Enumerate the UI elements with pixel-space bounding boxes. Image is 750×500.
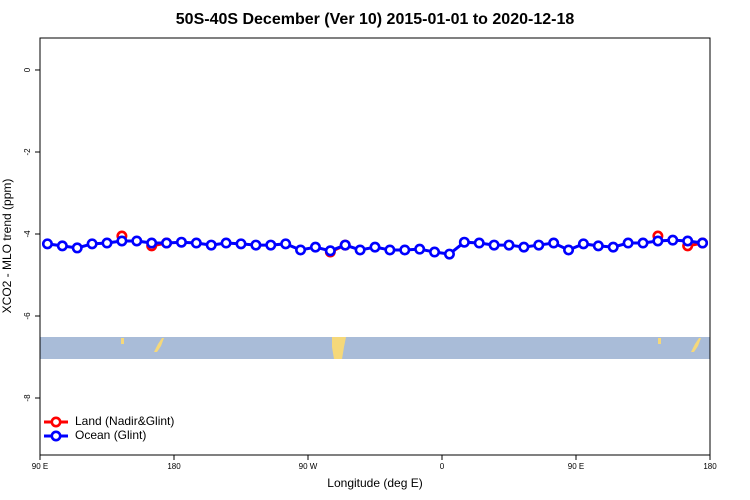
point xyxy=(86,238,98,250)
point xyxy=(622,237,634,249)
point xyxy=(56,240,68,252)
point xyxy=(369,241,381,253)
point xyxy=(161,237,173,249)
point xyxy=(473,237,485,249)
y-tick-label: -4 xyxy=(23,230,32,238)
point xyxy=(295,244,307,256)
y-tick-label: -6 xyxy=(23,312,32,320)
point xyxy=(399,244,411,256)
ocean-strip xyxy=(40,337,710,359)
point xyxy=(443,248,455,260)
point xyxy=(175,236,187,248)
y-axis-label: XCO2 - MLO trend (ppm) xyxy=(0,179,14,314)
point xyxy=(607,241,619,253)
point xyxy=(682,235,694,247)
point xyxy=(205,239,217,251)
point xyxy=(71,242,83,254)
point xyxy=(563,244,575,256)
point xyxy=(146,237,158,249)
legend-marker xyxy=(50,430,62,442)
point xyxy=(414,243,426,255)
x-tick-label: 0 xyxy=(440,462,445,471)
map-strip xyxy=(40,337,710,359)
point xyxy=(190,237,202,249)
legend-marker xyxy=(50,416,62,428)
point xyxy=(697,237,709,249)
y-tick-label: -2 xyxy=(23,148,32,156)
point xyxy=(533,239,545,251)
point xyxy=(250,239,262,251)
point xyxy=(131,235,143,247)
point xyxy=(220,237,232,249)
x-tick-label: 180 xyxy=(703,462,717,471)
plot-frame xyxy=(39,37,711,456)
point xyxy=(265,239,277,251)
point xyxy=(339,239,351,251)
point xyxy=(101,237,113,249)
point xyxy=(235,238,247,250)
point xyxy=(429,246,441,258)
x-axis-label: Longitude (deg E) xyxy=(327,476,422,490)
legend-label: Land (Nadir&Glint) xyxy=(75,414,174,428)
point xyxy=(41,238,53,250)
point xyxy=(309,241,321,253)
x-tick-label: 90 E xyxy=(568,462,584,471)
point xyxy=(637,237,649,249)
point xyxy=(652,235,664,247)
point xyxy=(354,244,366,256)
x-tick-label: 180 xyxy=(167,462,181,471)
point xyxy=(592,240,604,252)
x-tick-label: 90 W xyxy=(299,462,318,471)
point xyxy=(458,236,470,248)
point xyxy=(518,241,530,253)
legend-label: Ocean (Glint) xyxy=(75,428,146,442)
y-tick-label: -8 xyxy=(23,394,32,402)
point xyxy=(548,237,560,249)
point xyxy=(667,234,679,246)
point xyxy=(280,238,292,250)
point xyxy=(384,244,396,256)
chart-title: 50S-40S December (Ver 10) 2015-01-01 to … xyxy=(176,11,575,28)
point xyxy=(503,239,515,251)
x-tick-label: 90 E xyxy=(32,462,48,471)
point xyxy=(488,239,500,251)
point xyxy=(324,245,336,257)
y-tick-label: 0 xyxy=(23,67,32,72)
point xyxy=(577,238,589,250)
point xyxy=(116,235,128,247)
